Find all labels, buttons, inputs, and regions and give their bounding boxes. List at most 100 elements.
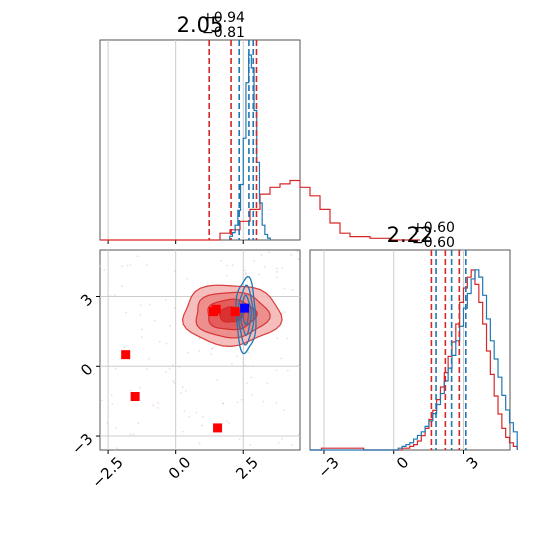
scatter-background-sample	[136, 255, 139, 258]
scatter-background-sample	[101, 399, 103, 402]
scatter-background-sample	[99, 447, 102, 450]
scatter-background-sample	[290, 254, 293, 256]
scatter-red-marker	[213, 423, 223, 433]
hist-x-panel: 2.05 +0.94 −0.81	[99, 10, 420, 244]
scatter-background-sample	[249, 443, 252, 446]
scatter-background-sample	[198, 337, 201, 340]
hist-y-median: 2.22	[387, 223, 434, 247]
scatter-background-sample	[262, 400, 265, 403]
scatter-background-sample	[153, 319, 156, 322]
scatter-background-sample	[115, 427, 117, 430]
scatter-background-sample	[220, 259, 222, 262]
scatter-background-sample	[148, 303, 151, 306]
scatter-background-sample	[165, 342, 168, 345]
scatter-background-sample	[250, 376, 253, 379]
scatter-red-marker	[121, 350, 131, 360]
hist-x-frame	[99, 39, 301, 241]
scatter-background-sample	[110, 394, 113, 397]
scatter-background-sample	[290, 444, 293, 446]
scatter-background-sample	[121, 285, 124, 288]
scatter-background-sample	[111, 403, 114, 405]
hist-x-blue-histogram	[229, 54, 271, 240]
scatter-blue-marker	[240, 303, 250, 313]
scatter-background-sample	[138, 386, 141, 389]
scatter-background-sample	[210, 352, 213, 355]
scatter-background-sample	[263, 266, 266, 268]
scatter-background-sample	[298, 405, 301, 407]
scatter-background-sample	[114, 448, 117, 451]
scatter-background-sample	[146, 368, 148, 370]
scatter-background-sample	[178, 365, 181, 368]
scatter-background-sample	[291, 288, 294, 291]
scatter-red-marker	[230, 307, 240, 317]
scatter-background-sample	[238, 438, 241, 441]
scatter-background-sample	[126, 264, 129, 267]
scatter-background-sample	[275, 402, 278, 404]
scatter-background-sample	[283, 287, 286, 290]
hist-y-x-tick-label: 0	[393, 453, 412, 472]
scatter-background-sample	[244, 272, 247, 274]
scatter-background-sample	[211, 347, 214, 350]
scatter-background-sample	[180, 392, 183, 395]
scatter-background-sample	[277, 441, 280, 444]
scatter-background-sample	[297, 258, 300, 261]
scatter-y-tick-label: 0	[77, 360, 96, 379]
scatter-background-sample	[235, 355, 238, 358]
scatter-background-sample	[152, 404, 155, 407]
scatter-background-sample	[141, 328, 143, 331]
scatter-background-sample	[129, 263, 132, 266]
scatter-y-tick-label: −3	[68, 430, 96, 458]
hist-y-plus: +0.60	[412, 220, 455, 236]
scatter-background-sample	[276, 270, 278, 273]
scatter-x-tick-label: 2.5	[232, 453, 262, 483]
scatter-background-sample	[173, 382, 176, 384]
scatter-background-sample	[225, 420, 228, 423]
hist-x-title: 2.05	[177, 13, 224, 37]
hist-y-frame	[309, 249, 511, 451]
scatter-background-sample	[283, 311, 286, 314]
scatter-background-sample	[123, 346, 126, 349]
hist-x-plus: +0.94	[202, 10, 245, 26]
scatter-background-sample	[202, 415, 204, 418]
scatter-background-sample	[137, 422, 140, 425]
scatter-background-sample	[231, 363, 233, 366]
scatter-background-sample	[188, 415, 191, 418]
scatter-background-sample	[200, 424, 203, 427]
scatter-background-sample	[140, 336, 143, 339]
scatter-background-sample	[198, 442, 201, 445]
hist-x-median: 2.05	[177, 13, 224, 37]
scatter-background-sample	[145, 264, 148, 267]
scatter-background-sample	[103, 269, 106, 271]
scatter-background-sample	[226, 264, 229, 267]
scatter-background-sample	[158, 340, 161, 343]
hist-x-minus: −0.81	[202, 25, 245, 41]
scatter-background-sample	[186, 351, 189, 354]
scatter-background-sample	[169, 324, 172, 327]
scatter-background-sample	[275, 369, 278, 372]
scatter-background-sample	[116, 447, 118, 450]
scatter-background-sample	[99, 266, 102, 269]
scatter-background-sample	[183, 410, 186, 413]
scatter-background-sample	[139, 304, 142, 307]
scatter-background-sample	[173, 270, 176, 273]
scatter-background-sample	[157, 401, 160, 404]
scatter-background-sample	[168, 367, 171, 370]
scatter-x-tick-label: 0.0	[165, 453, 195, 483]
scatter-background-sample	[222, 402, 225, 405]
scatter-background-sample	[165, 370, 168, 373]
scatter-background-sample	[129, 389, 132, 392]
scatter-x-tick-label: −2.5	[88, 453, 126, 491]
scatter-background-sample	[243, 269, 246, 272]
scatter-background-sample	[171, 364, 174, 367]
hist-y-x-tick-label: −3	[314, 453, 342, 481]
scatter-background-sample	[184, 390, 187, 392]
hist-y-panel: −3 0 3 2.22 +0.60 −0.60	[309, 220, 518, 482]
scatter-background-sample	[297, 434, 300, 436]
scatter-y-tick-label: 3	[77, 290, 96, 309]
scatter-background-sample	[253, 259, 256, 262]
scatter-background-sample	[282, 409, 285, 411]
scatter-background-sample	[195, 411, 198, 414]
scatter-background-sample	[280, 438, 283, 440]
scatter-background-sample	[247, 351, 250, 354]
